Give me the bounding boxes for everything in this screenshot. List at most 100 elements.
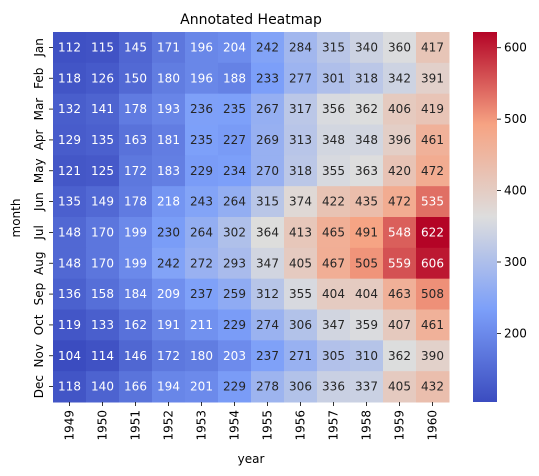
heatmap-cell	[383, 278, 417, 310]
cell-value-label: 559	[388, 256, 411, 270]
cell-value-label: 318	[289, 164, 312, 178]
heatmap-cell	[350, 186, 384, 218]
y-tick-label: Oct	[32, 314, 46, 335]
cell-value-label: 396	[388, 133, 411, 147]
heatmap-cell	[251, 155, 285, 187]
cell-value-label: 364	[256, 225, 279, 239]
heatmap-cell	[152, 247, 186, 280]
heatmap-cell	[284, 93, 318, 125]
cell-value-label: 119	[58, 318, 81, 332]
heatmap-cell	[218, 278, 252, 310]
cell-value-label: 405	[388, 380, 411, 394]
cell-value-label: 183	[157, 164, 180, 178]
x-axis-label: year	[238, 452, 265, 466]
heatmap-cell	[284, 186, 318, 218]
colorbar-tick-label: 200	[504, 326, 527, 340]
cell-value-label: 293	[223, 256, 246, 270]
heatmap-cell	[86, 155, 120, 187]
heatmap-cell	[218, 371, 252, 403]
cell-value-label: 310	[355, 349, 378, 363]
cell-value-label: 126	[91, 71, 114, 85]
colorbar-tick-labels: 200 300 400 500 600	[497, 41, 527, 340]
heatmap-cell	[86, 309, 120, 341]
cell-value-label: 362	[355, 102, 378, 116]
heatmap-cell	[53, 186, 87, 218]
x-tick-labels: 1949 1950 1951 1952 1953 1954 1955 1956 1957 1958…	[63, 402, 440, 441]
heatmap-cell	[185, 155, 219, 187]
cell-value-label: 112	[58, 40, 81, 54]
heatmap-cell	[350, 124, 384, 156]
x-tick-label: 1958	[360, 410, 374, 441]
cell-value-label: 355	[322, 164, 345, 178]
cell-value-label: 340	[355, 40, 378, 54]
cell-value-label: 237	[190, 287, 213, 301]
cell-value-label: 404	[355, 287, 378, 301]
heatmap-cell	[383, 309, 417, 341]
cell-value-label: 235	[190, 133, 213, 147]
y-tick-label: Nov	[32, 344, 46, 367]
heatmap-cell	[86, 340, 120, 372]
heatmap-cell	[383, 340, 417, 372]
heatmap-cell	[284, 309, 318, 341]
cell-value-label: 548	[388, 225, 411, 239]
heatmap-cell	[317, 340, 351, 372]
heatmap-cell	[383, 217, 417, 249]
heatmap-cell	[119, 124, 153, 156]
heatmap-cell	[152, 371, 186, 403]
heatmap-cell	[119, 340, 153, 372]
cell-value-label: 115	[91, 40, 114, 54]
heatmap-cell	[284, 124, 318, 156]
cell-value-label: 336	[322, 380, 345, 394]
heatmap-cell	[152, 278, 186, 310]
heatmap-cell	[416, 155, 450, 187]
heatmap-cell	[383, 124, 417, 156]
cell-value-label: 193	[157, 102, 180, 116]
heatmap-cell	[218, 247, 252, 280]
cell-value-label: 201	[190, 380, 213, 394]
heatmap-cell	[185, 62, 219, 95]
x-tick-label: 1953	[195, 410, 209, 441]
cell-value-label: 435	[355, 195, 378, 209]
y-tick-label: Dec	[32, 375, 46, 398]
cell-value-label: 145	[124, 40, 147, 54]
heatmap-cell	[317, 62, 351, 95]
cell-value-label: 178	[124, 102, 147, 116]
heatmap-cell	[416, 32, 450, 64]
cell-value-label: 347	[322, 318, 345, 332]
heatmap-cell	[284, 32, 318, 64]
heatmap-cell	[317, 278, 351, 310]
heatmap-cell	[152, 186, 186, 218]
cell-value-label: 269	[256, 133, 279, 147]
cell-value-label: 234	[223, 164, 246, 178]
heatmap-cell	[416, 278, 450, 310]
heatmap-cell	[119, 247, 153, 280]
heatmap-cell	[53, 371, 87, 403]
cell-value-label: 230	[157, 225, 180, 239]
cell-value-label: 121	[58, 164, 81, 178]
cell-value-label: 420	[388, 164, 411, 178]
heatmap-cell	[119, 217, 153, 249]
cell-value-label: 146	[124, 349, 147, 363]
heatmap-cell	[185, 217, 219, 249]
cell-value-label: 135	[91, 133, 114, 147]
cell-value-label: 461	[421, 318, 444, 332]
cell-value-label: 348	[322, 133, 345, 147]
heatmap-cell	[152, 340, 186, 372]
heatmap-cell	[152, 309, 186, 341]
heatmap-cell	[350, 278, 384, 310]
cell-value-label: 465	[322, 225, 345, 239]
heatmap-cell	[86, 32, 120, 64]
heatmap-cell	[350, 309, 384, 341]
heatmap-cell	[86, 124, 120, 156]
cell-value-label: 271	[289, 349, 312, 363]
heatmap-cell	[416, 217, 450, 249]
cell-value-label: 172	[157, 349, 180, 363]
heatmap-cell	[284, 340, 318, 372]
colorbar-tick-label: 400	[504, 184, 527, 198]
cell-value-label: 203	[223, 349, 246, 363]
heatmap-cell	[350, 155, 384, 187]
heatmap-cell	[383, 186, 417, 218]
heatmap-cell	[350, 32, 384, 64]
heatmap-cell	[185, 340, 219, 372]
